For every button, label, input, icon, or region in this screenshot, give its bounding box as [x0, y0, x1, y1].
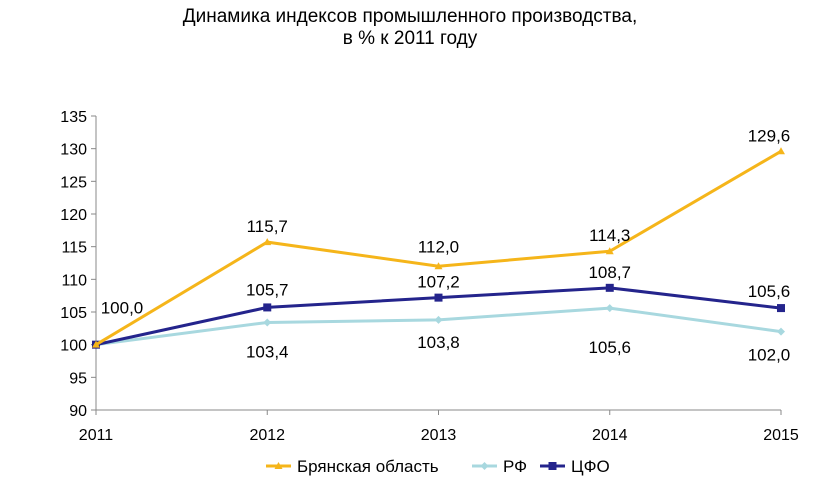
- data-label: 103,4: [246, 342, 289, 361]
- y-tick-label: 120: [60, 207, 87, 224]
- data-point: [605, 304, 614, 313]
- legend-marker: [480, 462, 489, 470]
- data-point: [434, 262, 443, 270]
- chart-title: Динамика индексов промышленного производ…: [0, 6, 820, 50]
- chart-title-line-2: в % к 2011 году: [342, 28, 478, 49]
- x-tick-label: 2012: [249, 427, 285, 444]
- x-tick-label: 2013: [421, 427, 457, 444]
- data-point: [434, 315, 443, 324]
- data-point: [263, 238, 272, 246]
- data-label: 102,0: [748, 346, 791, 365]
- data-label: 105,6: [748, 282, 791, 301]
- data-label: 112,0: [418, 237, 459, 256]
- x-tick-label: 2011: [79, 427, 114, 444]
- data-point: [263, 303, 272, 312]
- y-tick-label: 130: [60, 142, 87, 159]
- data-label: 105,6: [588, 338, 631, 357]
- y-tick-label: 110: [61, 272, 87, 289]
- y-tick-label: 115: [61, 240, 87, 257]
- legend-label: ЦФО: [571, 457, 610, 476]
- data-label: 108,7: [588, 263, 631, 282]
- legend-label: РФ: [503, 457, 527, 476]
- data-label: 105,7: [246, 280, 289, 299]
- y-tick-label: 95: [69, 370, 87, 387]
- data-point: [263, 318, 272, 327]
- x-tick-label: 2014: [592, 427, 628, 444]
- x-tick-label: 2015: [763, 427, 799, 444]
- data-label: 115,7: [247, 217, 288, 236]
- y-tick-label: 135: [60, 109, 87, 126]
- legend-label: Брянская область: [297, 457, 439, 476]
- data-label: 100,0: [101, 299, 144, 318]
- data-label: 129,6: [748, 126, 791, 145]
- y-tick-label: 105: [60, 305, 87, 322]
- data-point: [434, 293, 443, 302]
- y-tick-label: 100: [60, 338, 87, 355]
- data-point: [605, 247, 614, 255]
- y-tick-label: 90: [69, 403, 87, 420]
- data-point: [92, 340, 100, 348]
- data-point: [777, 327, 785, 336]
- data-label: 114,3: [589, 226, 630, 245]
- data-point: [777, 304, 785, 313]
- data-label: 103,8: [417, 333, 460, 352]
- data-label: 107,2: [417, 273, 460, 292]
- legend-marker: [274, 462, 283, 469]
- data-point: [777, 147, 785, 155]
- y-tick-label: 125: [60, 174, 87, 191]
- chart-title-line-1: Динамика индексов промышленного производ…: [182, 6, 638, 27]
- legend-marker: [548, 462, 557, 470]
- data-point: [605, 283, 614, 292]
